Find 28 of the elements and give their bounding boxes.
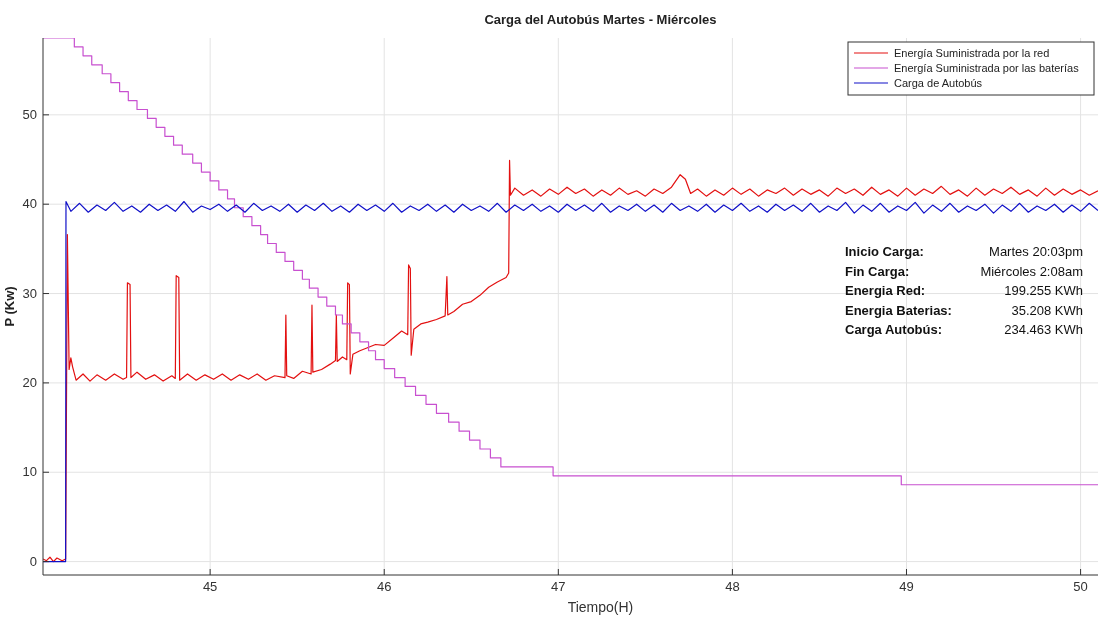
x-tick-label: 47 xyxy=(551,579,566,594)
y-tick-label: 50 xyxy=(22,106,37,122)
legend-label: Carga de Autobús xyxy=(894,77,983,89)
annotation: Martes 20:03pm xyxy=(989,244,1083,259)
x-tick-label: 48 xyxy=(725,579,740,594)
x-tick-label: 46 xyxy=(376,579,392,594)
y-tick-label: 0 xyxy=(29,553,37,569)
y-tick-label: 40 xyxy=(22,196,37,212)
annotation: 35.208 KWh xyxy=(1011,302,1083,318)
legend-label: Energía Suministrada por las baterías xyxy=(894,62,1080,74)
y-tick-label: 10 xyxy=(22,464,37,480)
y-tick-label: 20 xyxy=(22,374,37,390)
annotation: 234.463 KWh xyxy=(1004,322,1083,337)
annotation: Energia Red: xyxy=(845,283,926,298)
chart-title: Carga del Autobús Martes - Miércoles xyxy=(484,12,717,27)
annotation: Fin Carga: xyxy=(845,263,910,279)
y-axis-title: P (Kw) xyxy=(2,286,17,327)
y-tick-label: 30 xyxy=(22,285,37,301)
legend-label: Energía Suministrada por la red xyxy=(894,47,1050,59)
x-tick-label: 49 xyxy=(899,579,914,594)
annotation: Miércoles 2:08am xyxy=(980,263,1083,279)
annotation: 199.255 KWh xyxy=(1004,283,1083,298)
annotation: Inicio Carga: xyxy=(845,244,924,259)
x-tick-label: 50 xyxy=(1073,579,1088,594)
annotation: Energia Baterias: xyxy=(845,302,952,318)
x-tick-label: 45 xyxy=(202,579,218,594)
x-axis-title: Tiempo(H) xyxy=(567,599,634,615)
annotation: Carga Autobús: xyxy=(845,322,943,337)
